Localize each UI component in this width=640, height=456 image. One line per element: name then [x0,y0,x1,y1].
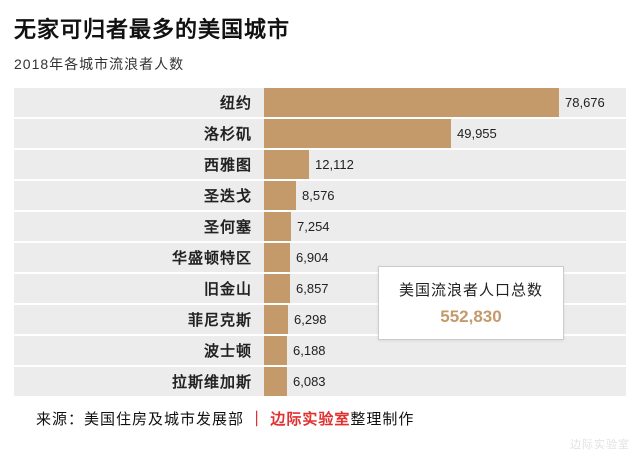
value-label: 12,112 [315,157,354,172]
category-label: 洛杉矶 [203,126,252,143]
value-label: 78,676 [565,95,605,110]
source-separator: ｜ [249,411,271,428]
bar-track: 49,955 [264,119,626,148]
bar-track: 6,083 [264,367,626,396]
bar-track: 6,904 [264,243,626,272]
chart-row: 波士顿 6,188 [14,336,626,365]
total-callout: 美国流浪者人口总数 552,830 [378,266,564,340]
bar-track: 6,857 [264,274,626,303]
bar-chart: 纽约 78,676 洛杉矶 49,955 西雅图 12,112 圣迭戈 8,576 圣何塞 7,2… [14,88,626,396]
chart-row: 纽约 78,676 [14,88,626,117]
value-label: 6,083 [293,374,326,389]
bar [264,119,451,148]
chart-row: 拉斯维加斯 6,083 [14,367,626,396]
bar-track: 6,298 [264,305,626,334]
chart-row: 洛杉矶 49,955 [14,119,626,148]
bar [264,305,288,334]
bar [264,150,309,179]
category-label: 西雅图 [203,157,252,174]
value-label: 6,298 [294,312,327,327]
chart-row: 西雅图 12,112 [14,150,626,179]
watermark: 边际实验室 [570,439,630,451]
brand-name: 边际实验室 [270,411,351,428]
bar-track: 7,254 [264,212,626,241]
category-label: 华盛顿特区 [171,250,252,267]
bar [264,274,290,303]
category-label: 旧金山 [203,281,252,298]
bar [264,367,287,396]
page-title: 无家可归者最多的美国城市 [14,17,291,42]
value-label: 6,904 [296,250,329,265]
value-label: 7,254 [297,219,330,234]
bar [264,181,296,210]
page-subtitle: 2018年各城市流浪者人数 [14,56,185,72]
category-label: 圣何塞 [203,219,252,236]
total-callout-label: 美国流浪者人口总数 [398,282,543,299]
bar-track: 78,676 [264,88,626,117]
bar-track: 12,112 [264,150,626,179]
bar-track: 6,188 [264,336,626,365]
category-label: 波士顿 [203,343,252,360]
category-label: 圣迭戈 [203,188,252,205]
category-label: 菲尼克斯 [187,312,252,329]
value-label: 8,576 [302,188,335,203]
chart-row: 圣迭戈 8,576 [14,181,626,210]
bar [264,212,291,241]
source-suffix: 整理制作 [350,411,415,428]
bar [264,243,290,272]
category-label: 纽约 [219,95,252,112]
bar [264,336,287,365]
value-label: 49,955 [457,126,497,141]
bar-track: 8,576 [264,181,626,210]
value-label: 6,857 [296,281,329,296]
chart-row: 圣何塞 7,254 [14,212,626,241]
total-callout-value: 552,830 [440,307,502,326]
category-label: 拉斯维加斯 [171,374,252,391]
source-text: 来源：美国住房及城市发展部 [36,411,250,428]
source-line: 来源：美国住房及城市发展部 ｜ 边际实验室整理制作 [36,408,414,429]
bar [264,88,559,117]
chart-row: 华盛顿特区 6,904 [14,243,626,272]
value-label: 6,188 [293,343,326,358]
